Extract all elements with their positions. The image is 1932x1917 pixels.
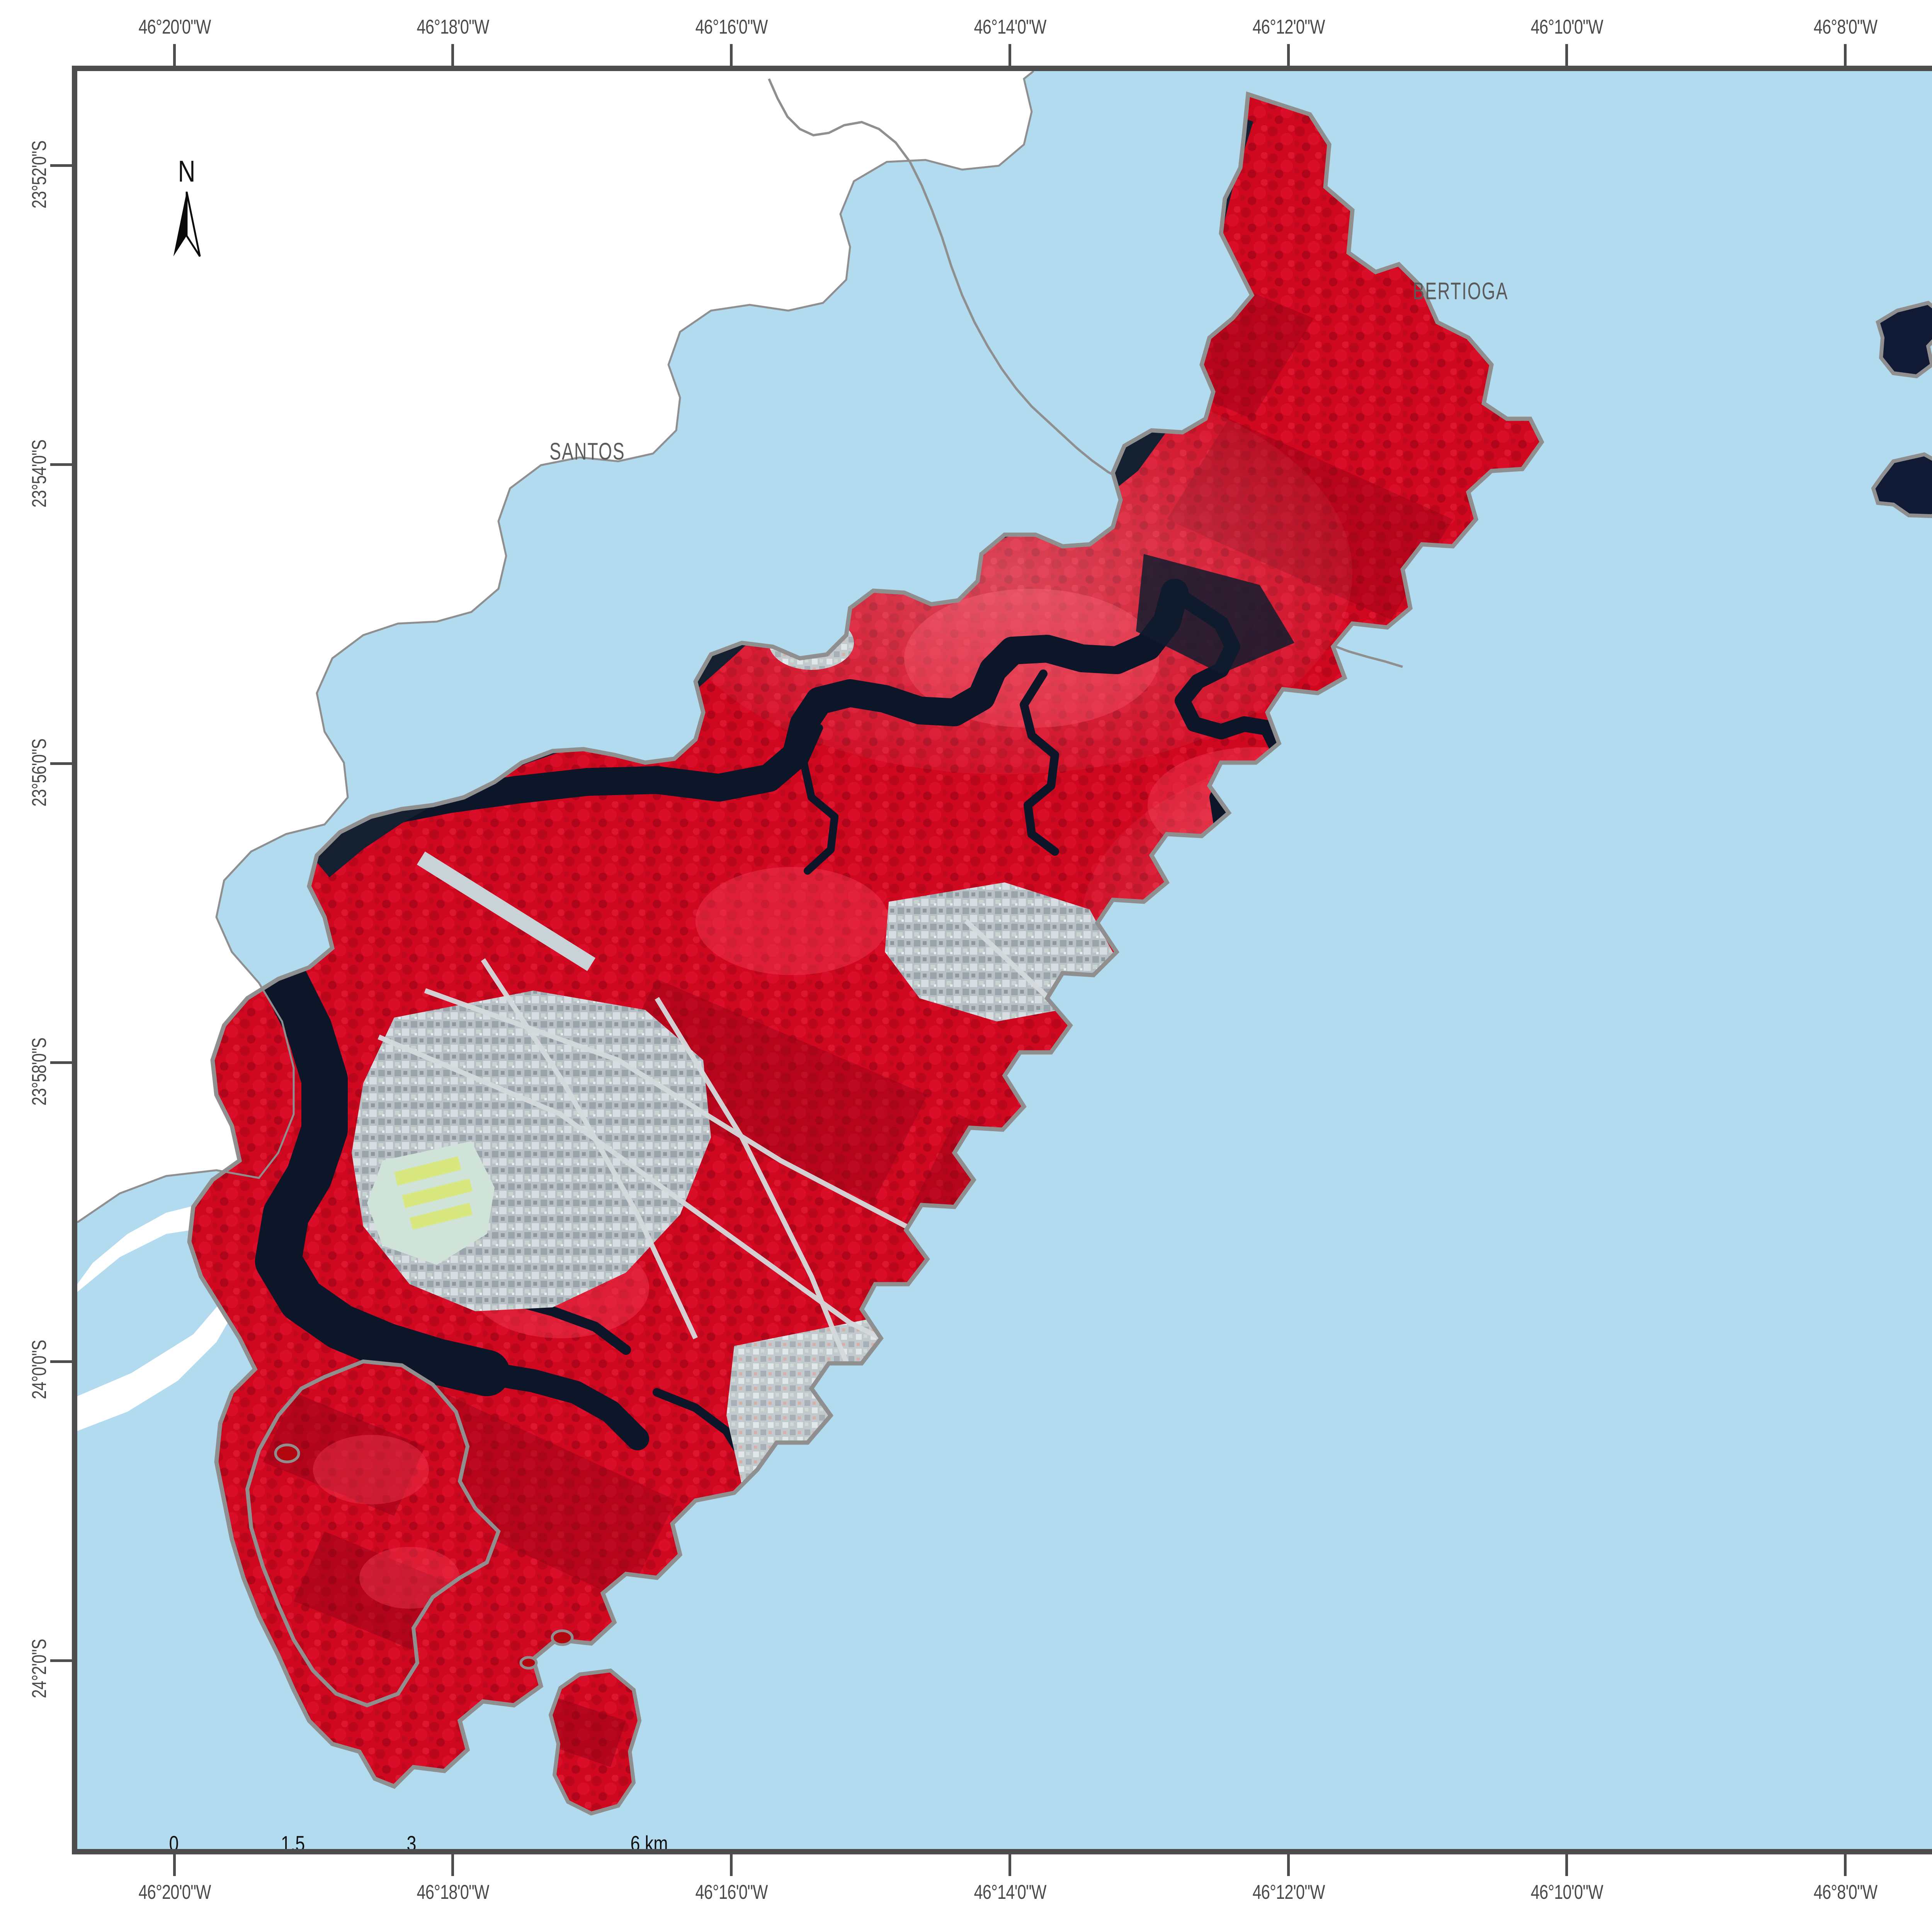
lon-label-bot-3: 46°16'0"W [695, 1881, 768, 1903]
tick-bot-4 [1009, 1854, 1011, 1876]
scale-bar: 0 1,5 3 6 km [169, 1831, 668, 1854]
place-label-bertioga: BERTIOGA [1413, 278, 1509, 305]
tick-bot-7 [1844, 1854, 1847, 1876]
scale-tick-0: 0 [169, 1831, 179, 1854]
tick-top-2 [451, 44, 454, 66]
scale-tick-3: 6 km [630, 1831, 668, 1854]
lon-label-bot-7: 46°8'0"W [1813, 1881, 1878, 1903]
lon-label-bot-6: 46°10'0"W [1531, 1881, 1603, 1903]
lat-label-left-1: 23°52'0"S [28, 141, 51, 209]
tick-left-4 [50, 1061, 72, 1064]
tick-bot-6 [1565, 1854, 1568, 1876]
tick-top-4 [1009, 44, 1011, 66]
tick-left-1 [50, 164, 72, 167]
tick-left-5 [50, 1360, 72, 1363]
tick-top-5 [1287, 44, 1290, 66]
lon-label-bot-4: 46°14'0"W [974, 1881, 1046, 1903]
lon-label-top-6: 46°10'0"W [1531, 16, 1603, 38]
lon-label-top-2: 46°18'0"W [417, 16, 489, 38]
tick-top-6 [1565, 44, 1568, 66]
lon-label-bot-2: 46°18'0"W [417, 1881, 489, 1903]
tick-top-7 [1844, 44, 1847, 66]
rocky-islets [274, 1443, 574, 1670]
tick-top-1 [173, 44, 176, 66]
tick-bot-3 [730, 1854, 733, 1876]
southern-tail-island [77, 71, 1932, 1849]
map-frame[interactable]: N BERTIOGA SANTOS 0 1,5 3 6 km [72, 66, 1932, 1854]
lon-label-top-4: 46°14'0"W [974, 16, 1046, 38]
lon-label-top-5: 46°12'0"W [1252, 16, 1325, 38]
scale-tick-2: 3 [406, 1831, 417, 1854]
tick-bot-2 [451, 1854, 454, 1876]
lon-label-top-1: 46°20'0"W [138, 16, 211, 38]
scale-bar-labels: 0 1,5 3 6 km [169, 1831, 668, 1854]
tick-bot-1 [173, 1854, 176, 1876]
lat-label-left-6: 24°2'0"S [28, 1639, 51, 1698]
offshore-islands [1871, 301, 1932, 518]
lon-label-bot-5: 46°12'0"W [1252, 1881, 1325, 1903]
north-arrow: N [162, 156, 212, 268]
lat-label-left-4: 23°58'0"S [28, 1038, 51, 1106]
north-arrow-label: N [178, 154, 196, 188]
place-label-santos: SANTOS [549, 438, 625, 465]
lon-label-bot-1: 46°20'0"W [138, 1881, 211, 1903]
tick-left-6 [50, 1659, 72, 1662]
scale-tick-1: 1,5 [281, 1831, 305, 1854]
tick-top-3 [730, 44, 733, 66]
lon-label-top-7: 46°8'0"W [1813, 16, 1878, 38]
lon-label-top-3: 46°16'0"W [695, 16, 768, 38]
satellite-image-canvas [77, 71, 1932, 1849]
tick-left-2 [50, 463, 72, 466]
tick-left-3 [50, 762, 72, 765]
lat-label-left-2: 23°54'0"S [28, 440, 51, 508]
lat-label-left-5: 24°0'0"S [28, 1340, 51, 1399]
lat-label-left-3: 23°56'0"S [28, 739, 51, 807]
tick-bot-5 [1287, 1854, 1290, 1876]
